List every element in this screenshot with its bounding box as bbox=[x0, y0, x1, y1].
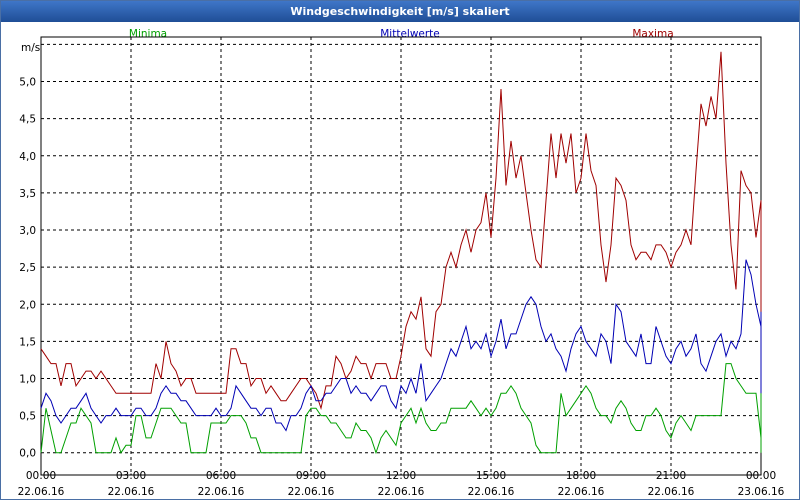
y-tick-label: 5,0 bbox=[19, 77, 36, 89]
x-tick-date: 22.06.16 bbox=[198, 486, 245, 498]
x-tick-time: 21:00 bbox=[656, 470, 686, 482]
y-tick-label: 4,0 bbox=[19, 151, 36, 163]
x-tick-date: 22.06.16 bbox=[558, 486, 605, 498]
x-tick-time: 00:00 bbox=[26, 470, 56, 482]
y-tick-label: 1,0 bbox=[19, 373, 36, 385]
x-tick-time: 18:00 bbox=[566, 470, 596, 482]
y-tick-label: 0,0 bbox=[19, 448, 36, 460]
x-tick-date: 22.06.16 bbox=[288, 486, 335, 498]
y-tick-label: 2,0 bbox=[19, 299, 36, 311]
series-line-minima bbox=[40, 363, 762, 455]
x-tick-time: 12:00 bbox=[386, 470, 416, 482]
x-axis-ticks: 00:00 22.06.16 03:00 22.06.16 06:00 22.06.16 0… bbox=[18, 470, 785, 498]
wind-speed-chart: Minima Mittelwerte Maxima m/s 0,0 0,5 1,0 1… bbox=[18, 28, 785, 498]
x-tick-time: 09:00 bbox=[296, 470, 326, 482]
legend-maxima: Maxima bbox=[632, 28, 673, 40]
y-tick-label: 2,5 bbox=[19, 262, 36, 274]
x-tick-date: 23.06.16 bbox=[738, 486, 785, 498]
x-tick-date: 22.06.16 bbox=[648, 486, 695, 498]
x-tick-date: 22.06.16 bbox=[18, 486, 65, 498]
y-tick-label: 4,5 bbox=[19, 114, 36, 126]
x-tick-date: 22.06.16 bbox=[378, 486, 425, 498]
series-line-mittelwerte bbox=[40, 259, 762, 432]
x-tick-time: 15:00 bbox=[476, 470, 506, 482]
x-tick-date: 22.06.16 bbox=[108, 486, 155, 498]
x-tick-date: 22.06.16 bbox=[468, 486, 515, 498]
y-axis-unit: m/s bbox=[21, 42, 40, 54]
y-tick-label: 0,5 bbox=[19, 411, 36, 423]
y-tick-label: 3,0 bbox=[19, 225, 36, 237]
legend-minima: Minima bbox=[129, 28, 167, 40]
x-tick-time: 06:00 bbox=[206, 470, 236, 482]
y-tick-label: 3,5 bbox=[19, 188, 36, 200]
window-title: Windgeschwindigkeit [m/s] skaliert bbox=[1, 1, 799, 22]
y-tick-label: 1,5 bbox=[19, 336, 36, 348]
legend-mittelwerte: Mittelwerte bbox=[380, 28, 440, 40]
x-tick-time: 03:00 bbox=[116, 470, 146, 482]
y-axis-ticks: 0,0 0,5 1,0 1,5 2,0 2,5 3,0 3,5 4,0 4,5 5,0 bbox=[19, 77, 36, 460]
series-lines bbox=[40, 51, 762, 455]
grid-lines bbox=[40, 37, 762, 475]
x-tick-time: 00:00 bbox=[746, 470, 776, 482]
